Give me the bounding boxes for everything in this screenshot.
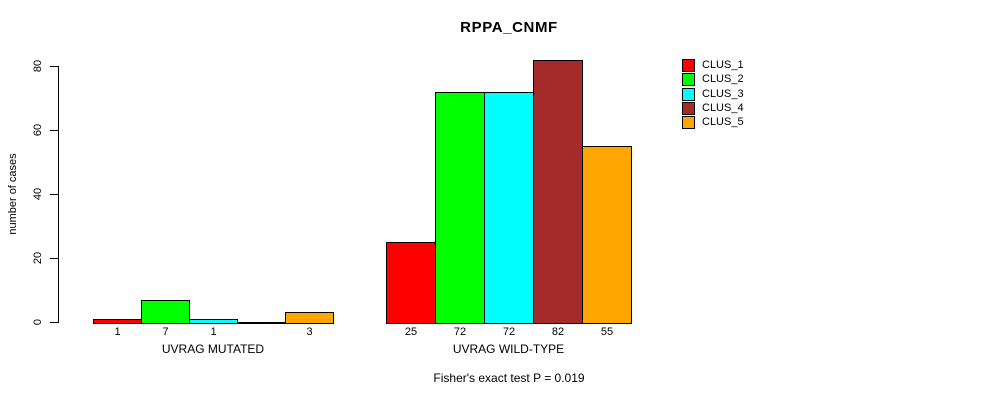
y-tick-mark xyxy=(50,130,58,131)
legend-item-clus_5: CLUS_5 xyxy=(682,116,744,129)
y-tick-mark xyxy=(50,194,58,195)
bar-clus_1 xyxy=(93,319,142,324)
bar-value-label: 3 xyxy=(306,326,313,338)
legend-label: CLUS_4 xyxy=(702,102,744,114)
bar-value-label: 82 xyxy=(551,326,565,338)
legend-item-clus_3: CLUS_3 xyxy=(682,88,744,101)
bar-clus_5 xyxy=(582,146,632,324)
legend-swatch-clus_5 xyxy=(682,116,695,129)
bar-clus_3 xyxy=(189,319,238,324)
bar-value-label: 1 xyxy=(210,326,217,338)
bar-value-label: 55 xyxy=(600,326,614,338)
y-axis-line xyxy=(58,66,59,323)
legend-item-clus_4: CLUS_4 xyxy=(682,102,744,115)
bar-value-label: 1 xyxy=(114,326,121,338)
bar-clus_2 xyxy=(435,92,485,324)
fisher-test-footnote: Fisher's exact test P = 0.019 xyxy=(433,371,585,385)
legend-item-clus_1: CLUS_1 xyxy=(682,59,744,72)
bar-clus_4 xyxy=(533,60,583,324)
bar-value-label: 25 xyxy=(404,326,418,338)
group-label-uvrag-wild-type: UVRAG WILD-TYPE xyxy=(452,342,565,356)
legend-label: CLUS_5 xyxy=(702,116,744,128)
legend-label: CLUS_1 xyxy=(702,59,744,71)
group-label-uvrag-mutated: UVRAG MUTATED xyxy=(161,342,265,356)
legend-label: CLUS_3 xyxy=(702,88,744,100)
y-tick-mark xyxy=(50,66,58,67)
legend-swatch-clus_4 xyxy=(682,102,695,115)
legend-swatch-clus_2 xyxy=(682,73,695,86)
chart-title: RPPA_CNMF xyxy=(460,19,558,36)
legend-label: CLUS_2 xyxy=(702,73,744,85)
bar-value-label: 72 xyxy=(453,326,467,338)
bar-value-label: 72 xyxy=(502,326,516,338)
bar-clus_1 xyxy=(386,242,436,324)
legend-swatch-clus_3 xyxy=(682,88,695,101)
bar-clus_5 xyxy=(285,312,334,324)
bar-clus_2 xyxy=(141,300,190,324)
bar-clus_3 xyxy=(484,92,534,324)
bar-clus_4 xyxy=(237,322,286,324)
legend: CLUS_1 CLUS_2 CLUS_3 CLUS_4 CLUS_5 xyxy=(682,59,802,139)
bar-value-label: 7 xyxy=(162,326,169,338)
legend-swatch-clus_1 xyxy=(682,59,695,72)
y-tick-mark xyxy=(50,322,58,323)
legend-item-clus_2: CLUS_2 xyxy=(682,73,744,86)
y-tick-mark xyxy=(50,258,58,259)
